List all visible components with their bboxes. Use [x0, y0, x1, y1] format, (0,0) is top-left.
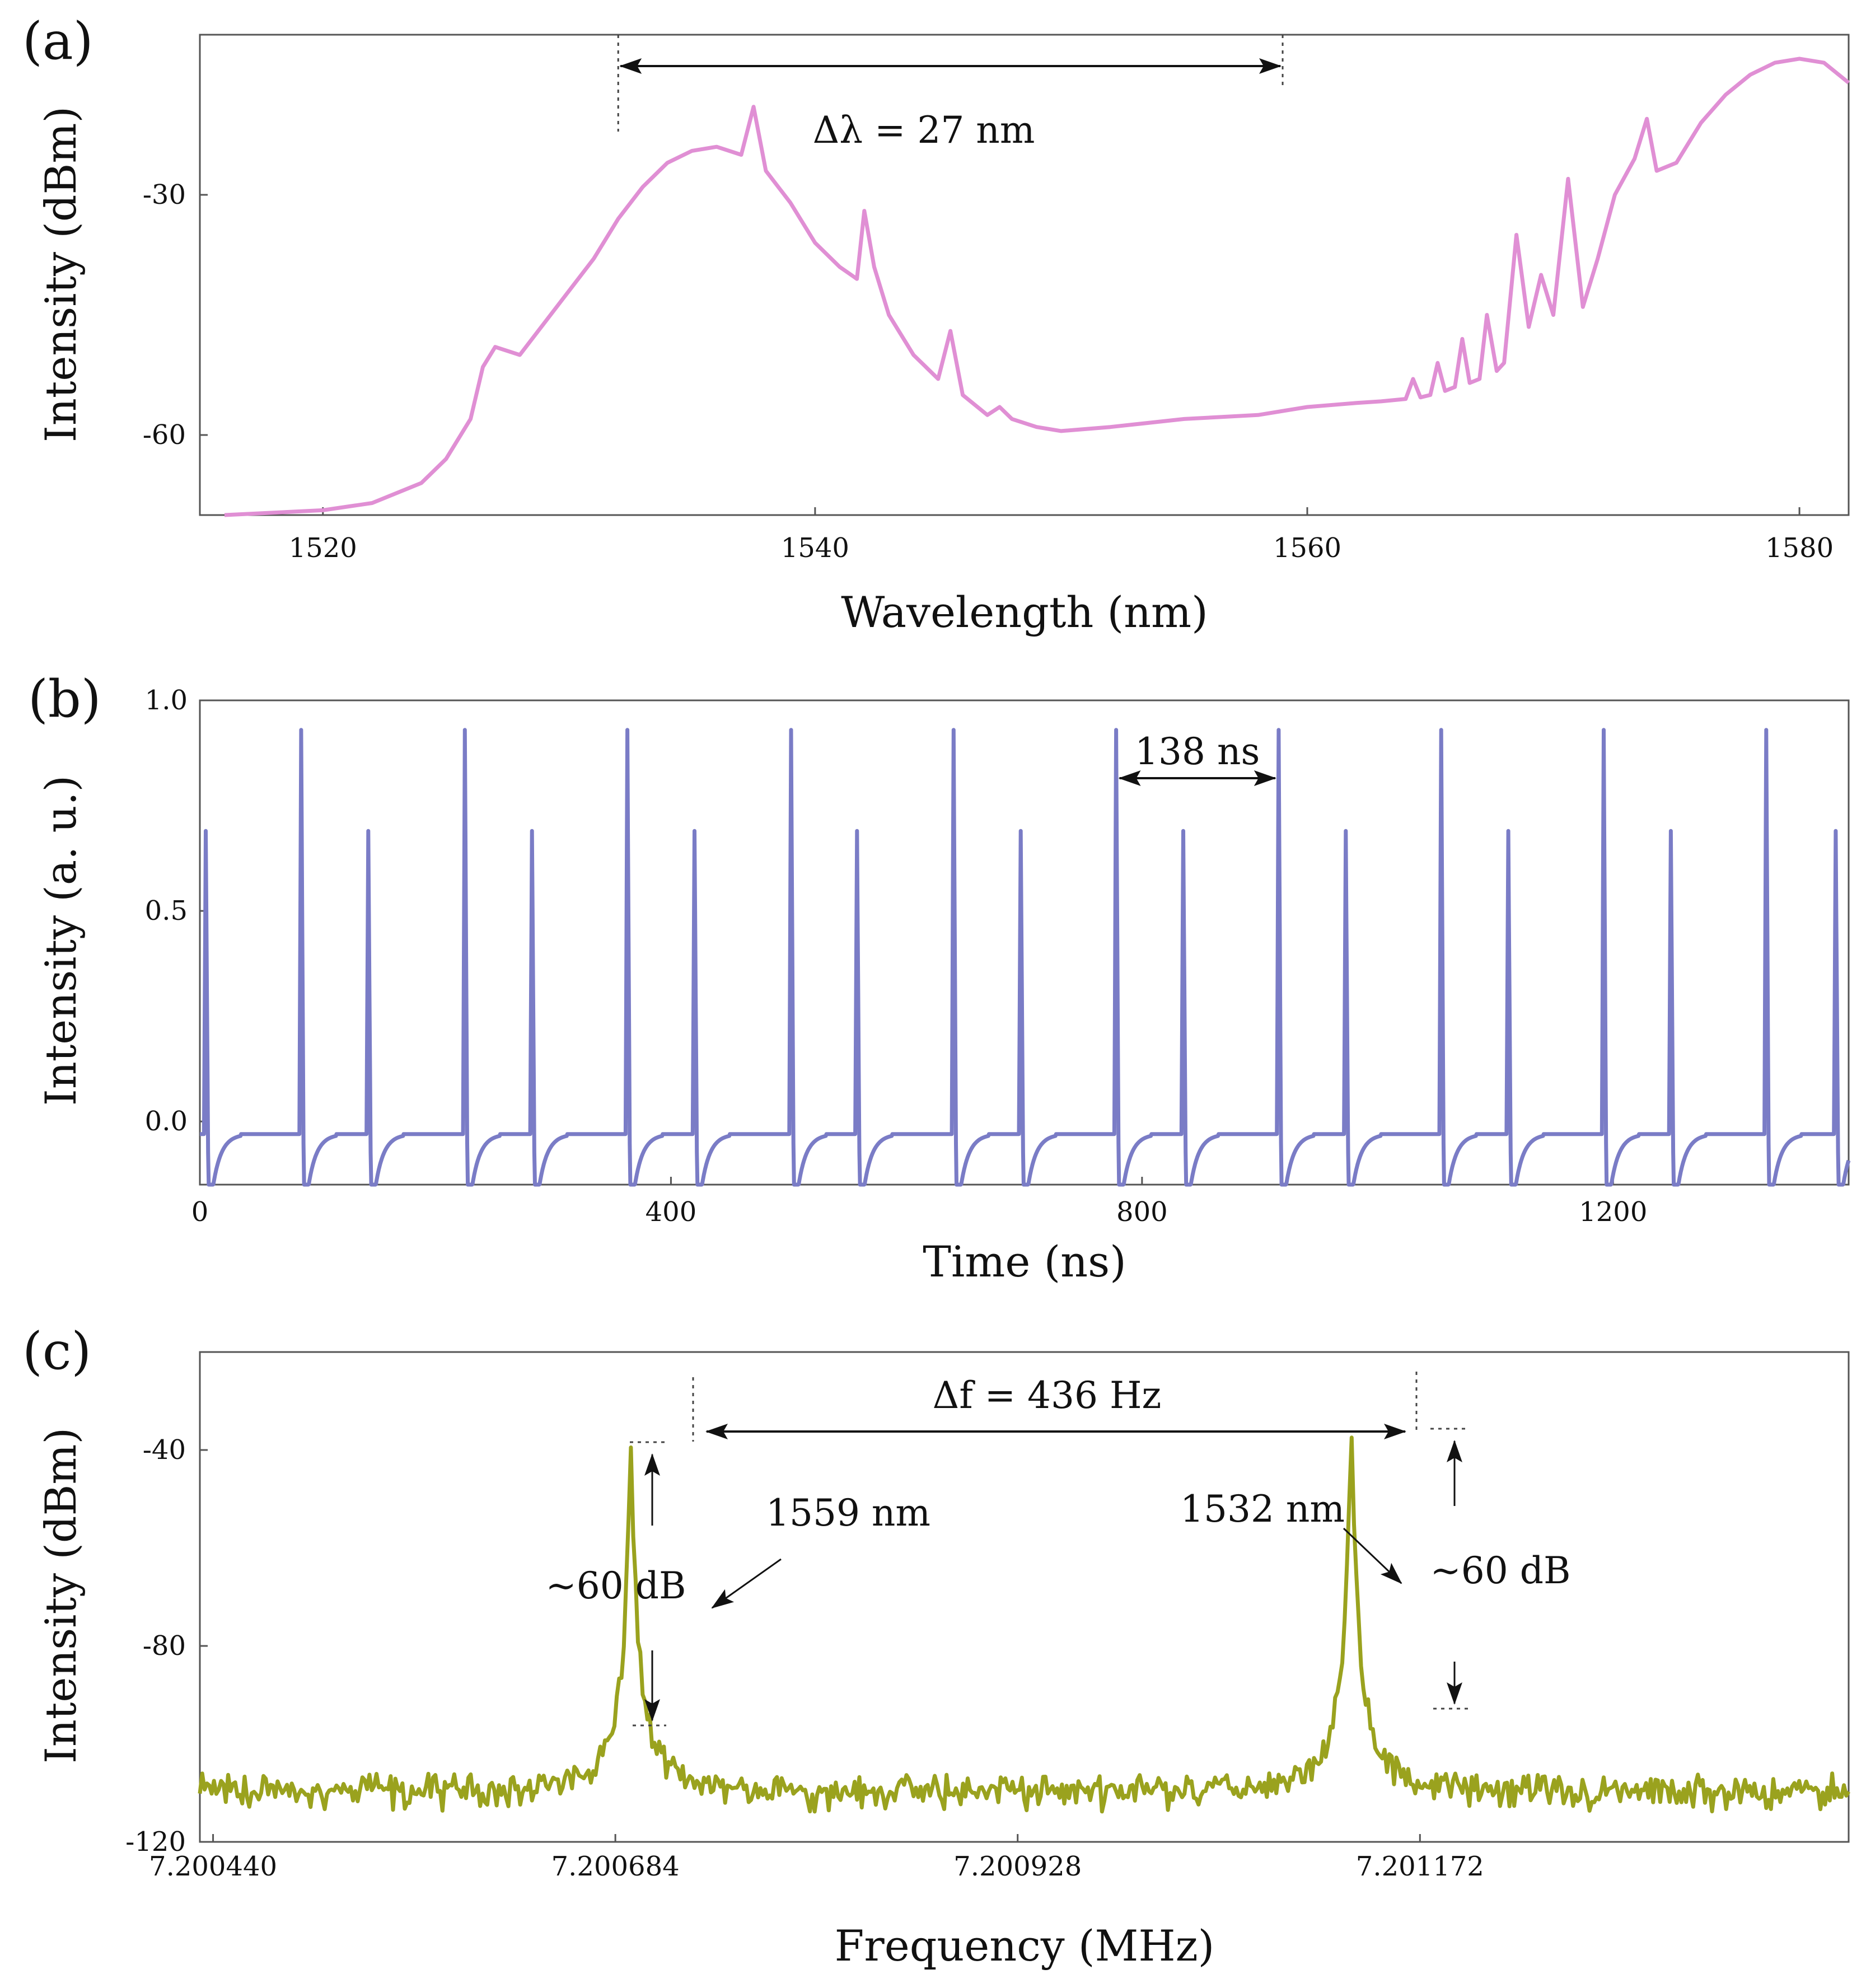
panel-a: (a) 1520 1540 1560 1580 -30 -60 Δλ = 27 nm Wa…	[22, 11, 1850, 637]
x-tick-label: 800	[1116, 1196, 1168, 1228]
x-tick-label: 400	[646, 1196, 697, 1228]
y-tick-label: -80	[143, 1630, 186, 1662]
period-label: 138 ns	[1135, 730, 1260, 773]
x-tick-label: 1580	[1765, 532, 1834, 564]
panel-b-label: (b)	[28, 669, 101, 729]
x-tick-label: 1560	[1273, 532, 1341, 564]
panel-c-xlabel: Frequency (MHz)	[835, 1921, 1215, 1971]
panel-c: (c) 7.200440 7.200684 7.200928 7.201172 -40 -…	[22, 1321, 1851, 1971]
x-tick-label: 1520	[289, 532, 357, 564]
pulse-train-line	[198, 728, 1851, 1187]
y-tick-label: 0.5	[145, 895, 188, 927]
peak-1532-label: 1532 nm	[1180, 1488, 1345, 1531]
y-tick-label: -40	[143, 1434, 186, 1466]
panel-c-ticks: 7.200440 7.200684 7.200928 7.201172 -40 -80 -1…	[125, 1434, 1484, 1882]
x-tick-label: 7.200928	[953, 1851, 1082, 1882]
y-tick-label: -30	[143, 179, 186, 211]
x-tick-label: 1540	[781, 532, 849, 564]
panel-a-label: (a)	[22, 11, 93, 71]
panel-b-series	[198, 728, 1851, 1187]
peak-1559-pointer	[711, 1558, 782, 1609]
delta-lambda-label: Δλ = 27 nm	[813, 109, 1035, 152]
y-tick-label: -60	[143, 419, 186, 451]
delta-f-label: Δf = 436 Hz	[933, 1374, 1162, 1417]
peak-1559-label: 1559 nm	[766, 1491, 930, 1535]
panel-b-annotation: 138 ns	[1118, 730, 1276, 786]
x-tick-label: 7.200440	[149, 1851, 277, 1882]
y-tick-label: -120	[125, 1826, 186, 1858]
y-tick-label: 0.0	[145, 1106, 188, 1137]
peak-1532-pointer	[1343, 1527, 1402, 1584]
panel-b-xlabel: Time (ns)	[923, 1237, 1126, 1287]
panel-b-ticks: 0 400 800 1200 1.0 0.5 0.0	[145, 685, 1648, 1228]
panel-a-frame	[199, 34, 1850, 516]
panel-a-annotation: Δλ = 27 nm	[617, 35, 1284, 152]
panel-a-xlabel: Wavelength (nm)	[841, 587, 1208, 637]
panel-c-ylabel: Intensity (dBm)	[36, 1428, 86, 1764]
x-tick-label: 7.200684	[551, 1851, 680, 1882]
y-tick-label: 1.0	[145, 685, 188, 716]
panel-b-ylabel: Intensity (a. u.)	[36, 775, 86, 1106]
rf-spectrum-line	[198, 1435, 1851, 1814]
left-60db-label: ~60 dB	[545, 1564, 686, 1607]
panel-a-ticks: 1520 1540 1560 1580 -30 -60	[143, 179, 1834, 564]
panel-c-frame	[199, 1351, 1850, 1843]
right-60db-label: ~60 dB	[1430, 1549, 1570, 1592]
panel-a-series	[224, 57, 1850, 517]
x-tick-label: 0	[191, 1196, 209, 1228]
x-tick-label: 7.201172	[1356, 1851, 1484, 1882]
panel-a-ylabel: Intensity (dBm)	[36, 106, 86, 442]
panel-c-series	[198, 1435, 1851, 1814]
panel-b: (b) 0 400 800 1200 1.0 0.5 0.0 138 ns Time (ns…	[28, 669, 1851, 1287]
panel-c-annotations: Δf = 436 Hz 1559 nm 1532 nm ~60 dB ~60 d…	[545, 1372, 1571, 1727]
spectrum-line	[224, 57, 1850, 517]
panel-c-label: (c)	[22, 1321, 91, 1381]
x-tick-label: 1200	[1579, 1196, 1647, 1228]
